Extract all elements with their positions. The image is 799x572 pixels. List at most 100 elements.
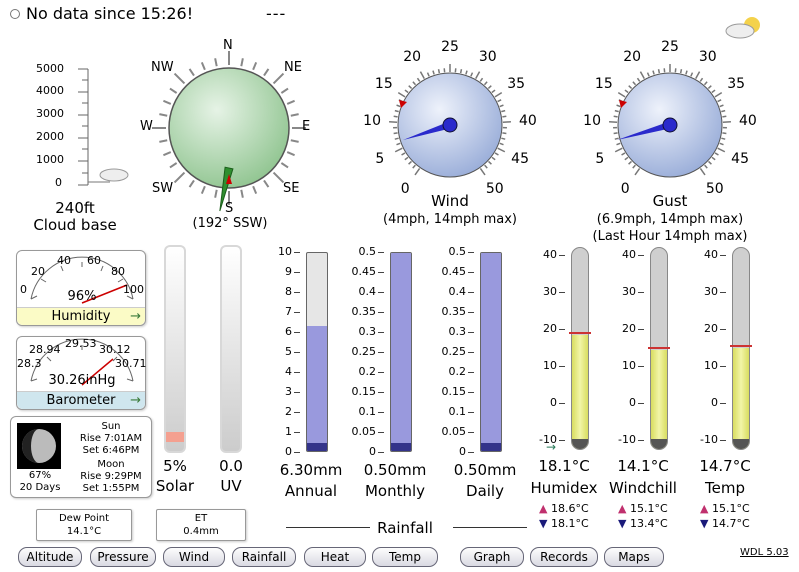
- temp-scale-label: 10: [543, 359, 557, 372]
- rain-scale-label: 0.25: [441, 345, 467, 358]
- rain-scale-label: 0.5: [358, 245, 377, 258]
- humidex-arrow-icon[interactable]: →: [546, 440, 557, 454]
- humidity-tick: 100: [123, 283, 144, 296]
- sun-rise: Rise 7:01AM: [79, 433, 143, 444]
- thermometer-tube: [571, 247, 589, 450]
- rain-tick: [294, 412, 300, 413]
- up-triangle-icon: ▲: [700, 502, 712, 515]
- compass-sw: SW: [152, 181, 174, 196]
- moon-rise: Rise 9:29PM: [80, 471, 142, 482]
- temp-tick: [559, 329, 565, 330]
- temp-scale-label: 40: [543, 248, 557, 261]
- dial-tick-label: 35: [727, 75, 746, 92]
- barometer-panel: 28.3 28.94 29.53 30.12 30.71 30.26inHg B…: [16, 336, 147, 410]
- gust-dial: [609, 64, 731, 178]
- thermo-low-value: 14.7°C: [711, 517, 750, 530]
- temp-tick: [559, 255, 565, 256]
- dial-tick-label: 30: [478, 48, 497, 65]
- altitude-button[interactable]: Altitude: [18, 547, 82, 567]
- temp-button[interactable]: Temp: [372, 547, 438, 567]
- compass-max-marker: [226, 174, 232, 184]
- heat-button[interactable]: Heat: [304, 547, 366, 567]
- rain-tick: [378, 332, 384, 333]
- rain-scale-label: 0: [459, 445, 466, 458]
- thermometer-bulb: [651, 439, 667, 449]
- temp-scale-label: 0: [550, 396, 557, 409]
- rain-scale-label: 0.25: [351, 345, 377, 358]
- rain-tick: [468, 292, 474, 293]
- sun-moon-panel: 67% 20 Days Sun Rise 7:01AM Set 6:46PM M…: [10, 416, 152, 498]
- dial-tick-label: 45: [511, 151, 529, 168]
- thermo-value: 14.1°C: [617, 457, 669, 475]
- wind-dial: [389, 64, 511, 178]
- rain-tick: [378, 352, 384, 353]
- temp-scale-label: 0: [629, 396, 636, 409]
- moon-phase-image: [17, 423, 61, 469]
- rainfall-button[interactable]: Rainfall: [232, 547, 296, 567]
- compass-caption: (192° SSW): [192, 216, 268, 231]
- humidity-label-bar[interactable]: Humidity →: [17, 307, 145, 325]
- maps-button[interactable]: Maps: [604, 547, 664, 567]
- rainfall-label: Rainfall: [377, 519, 433, 537]
- thermo-low: ▼ 13.4°C: [618, 517, 668, 530]
- solar-level: [166, 432, 184, 442]
- status-dash: ---: [266, 4, 287, 23]
- dew-point-label: Dew Point: [58, 513, 110, 524]
- sun-label: Sun: [101, 421, 121, 432]
- rain-tick: [294, 392, 300, 393]
- rain-scale-label: 6: [285, 325, 292, 338]
- cloud-scale-label: 5000: [36, 62, 64, 75]
- rain-tick: [468, 372, 474, 373]
- rain-tick: [468, 452, 474, 453]
- rain-scale-label: 0.35: [351, 305, 377, 318]
- rain-label: Annual: [284, 482, 338, 500]
- thermo-high: ▲ 18.6°C: [539, 502, 589, 515]
- barometer-label-bar[interactable]: Barometer →: [17, 391, 145, 409]
- dial-tick-label: 20: [623, 48, 642, 65]
- thermo-label: Temp: [705, 479, 745, 497]
- solar-value: 5%: [163, 457, 187, 475]
- barometer-arrow-icon[interactable]: →: [130, 393, 141, 408]
- rain-bar-fill: [307, 326, 327, 451]
- et-panel: ET 0.4mm: [156, 509, 246, 541]
- humidity-arrow-icon[interactable]: →: [130, 309, 141, 324]
- rain-scale-label: 0.35: [441, 305, 467, 318]
- rain-tick: [294, 332, 300, 333]
- rain-tick: [468, 412, 474, 413]
- status-radio[interactable]: [10, 8, 20, 19]
- dial-tick-label: 15: [374, 75, 393, 92]
- rain-tick: [294, 432, 300, 433]
- temp-scale-label: 40: [704, 248, 718, 261]
- thermo-low-value: 18.1°C: [550, 517, 589, 530]
- rain-tick: [294, 252, 300, 253]
- graph-button[interactable]: Graph: [460, 547, 524, 567]
- rain-bar-base: [307, 443, 327, 451]
- cloud-scale-label: 4000: [36, 84, 64, 97]
- barometer-label: Barometer: [46, 393, 116, 408]
- partly-cloudy-icon: [725, 17, 760, 39]
- thermo-value: 14.7°C: [699, 457, 751, 475]
- temp-tick: [638, 403, 644, 404]
- version-link[interactable]: WDL 5.03: [740, 547, 789, 558]
- solar-tube: [164, 245, 186, 453]
- down-triangle-icon: ▼: [618, 517, 630, 530]
- rain-scale-label: 0: [369, 445, 376, 458]
- dial-tick-label: 10: [583, 112, 601, 129]
- humidity-label: Humidity: [51, 309, 111, 324]
- thermometer-marker: [730, 344, 752, 347]
- compass-w: W: [140, 119, 153, 134]
- dial-tick-label: 0: [400, 180, 410, 197]
- dial-tick-label: 25: [441, 39, 459, 55]
- temp-scale-label: 30: [543, 285, 557, 298]
- uv-label: UV: [220, 477, 242, 495]
- rain-bar: [390, 252, 412, 452]
- thermo-value: 18.1°C: [538, 457, 590, 475]
- barometer-tick: 28.3: [17, 357, 42, 370]
- wind-button[interactable]: Wind: [163, 547, 225, 567]
- rain-value: 0.50mm: [363, 461, 427, 479]
- rain-bar-fill: [391, 253, 411, 451]
- pressure-button[interactable]: Pressure: [90, 547, 156, 567]
- rain-scale-label: 7: [285, 305, 292, 318]
- records-button[interactable]: Records: [530, 547, 598, 567]
- rain-scale-label: 0.2: [448, 365, 467, 378]
